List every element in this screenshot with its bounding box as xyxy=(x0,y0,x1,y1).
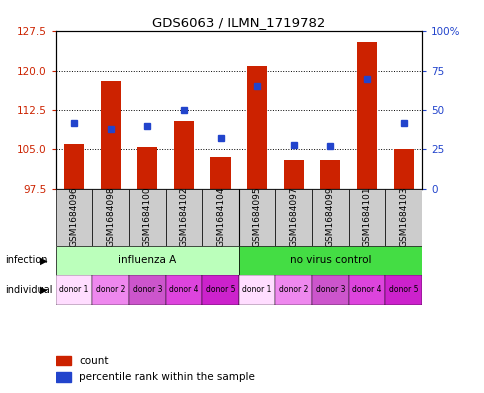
Bar xyxy=(202,275,239,305)
Bar xyxy=(100,81,121,189)
Text: infection: infection xyxy=(5,255,47,265)
Text: GSM1684101: GSM1684101 xyxy=(362,187,371,248)
Bar xyxy=(64,144,84,189)
Text: donor 2: donor 2 xyxy=(278,285,308,294)
Bar xyxy=(239,246,421,275)
Bar xyxy=(56,189,92,246)
Text: GSM1684095: GSM1684095 xyxy=(252,187,261,248)
Text: GSM1684104: GSM1684104 xyxy=(215,187,225,247)
Text: GSM1684097: GSM1684097 xyxy=(288,187,298,248)
Bar xyxy=(275,275,312,305)
Text: GSM1684100: GSM1684100 xyxy=(142,187,151,248)
Text: donor 4: donor 4 xyxy=(351,285,381,294)
Title: GDS6063 / ILMN_1719782: GDS6063 / ILMN_1719782 xyxy=(152,16,325,29)
Text: percentile rank within the sample: percentile rank within the sample xyxy=(79,372,255,382)
Text: GSM1684096: GSM1684096 xyxy=(69,187,78,248)
Text: influenza A: influenza A xyxy=(118,255,176,265)
Bar xyxy=(92,189,129,246)
Bar xyxy=(129,275,166,305)
Text: donor 4: donor 4 xyxy=(169,285,198,294)
Bar xyxy=(312,189,348,246)
Text: donor 5: donor 5 xyxy=(205,285,235,294)
Bar xyxy=(210,157,230,189)
Text: no virus control: no virus control xyxy=(289,255,370,265)
Text: GSM1684098: GSM1684098 xyxy=(106,187,115,248)
Bar xyxy=(275,189,312,246)
Text: donor 2: donor 2 xyxy=(96,285,125,294)
Bar xyxy=(348,189,385,246)
Text: individual: individual xyxy=(5,285,52,295)
Bar xyxy=(56,275,92,305)
Text: count: count xyxy=(79,356,108,365)
Text: donor 3: donor 3 xyxy=(132,285,162,294)
Text: ▶: ▶ xyxy=(40,285,47,295)
Text: GSM1684099: GSM1684099 xyxy=(325,187,334,248)
Bar xyxy=(319,160,340,189)
Bar xyxy=(348,275,384,305)
Text: donor 1: donor 1 xyxy=(59,285,89,294)
Bar xyxy=(166,189,202,246)
Text: donor 5: donor 5 xyxy=(388,285,418,294)
Bar xyxy=(129,189,166,246)
Bar xyxy=(202,189,239,246)
Bar xyxy=(56,373,71,382)
Bar xyxy=(56,246,239,275)
Bar xyxy=(173,121,194,189)
Text: GSM1684102: GSM1684102 xyxy=(179,187,188,247)
Bar xyxy=(137,147,157,189)
Text: donor 1: donor 1 xyxy=(242,285,272,294)
Text: donor 3: donor 3 xyxy=(315,285,345,294)
Bar xyxy=(384,189,421,246)
Bar xyxy=(246,66,267,189)
Bar xyxy=(239,189,275,246)
Bar xyxy=(239,275,275,305)
Text: ▶: ▶ xyxy=(40,255,47,265)
Bar xyxy=(312,275,348,305)
Bar xyxy=(166,275,202,305)
Bar xyxy=(356,42,377,189)
Bar xyxy=(56,356,71,365)
Bar xyxy=(92,275,129,305)
Bar xyxy=(384,275,421,305)
Text: GSM1684103: GSM1684103 xyxy=(398,187,408,248)
Bar xyxy=(283,160,303,189)
Bar xyxy=(393,149,413,189)
